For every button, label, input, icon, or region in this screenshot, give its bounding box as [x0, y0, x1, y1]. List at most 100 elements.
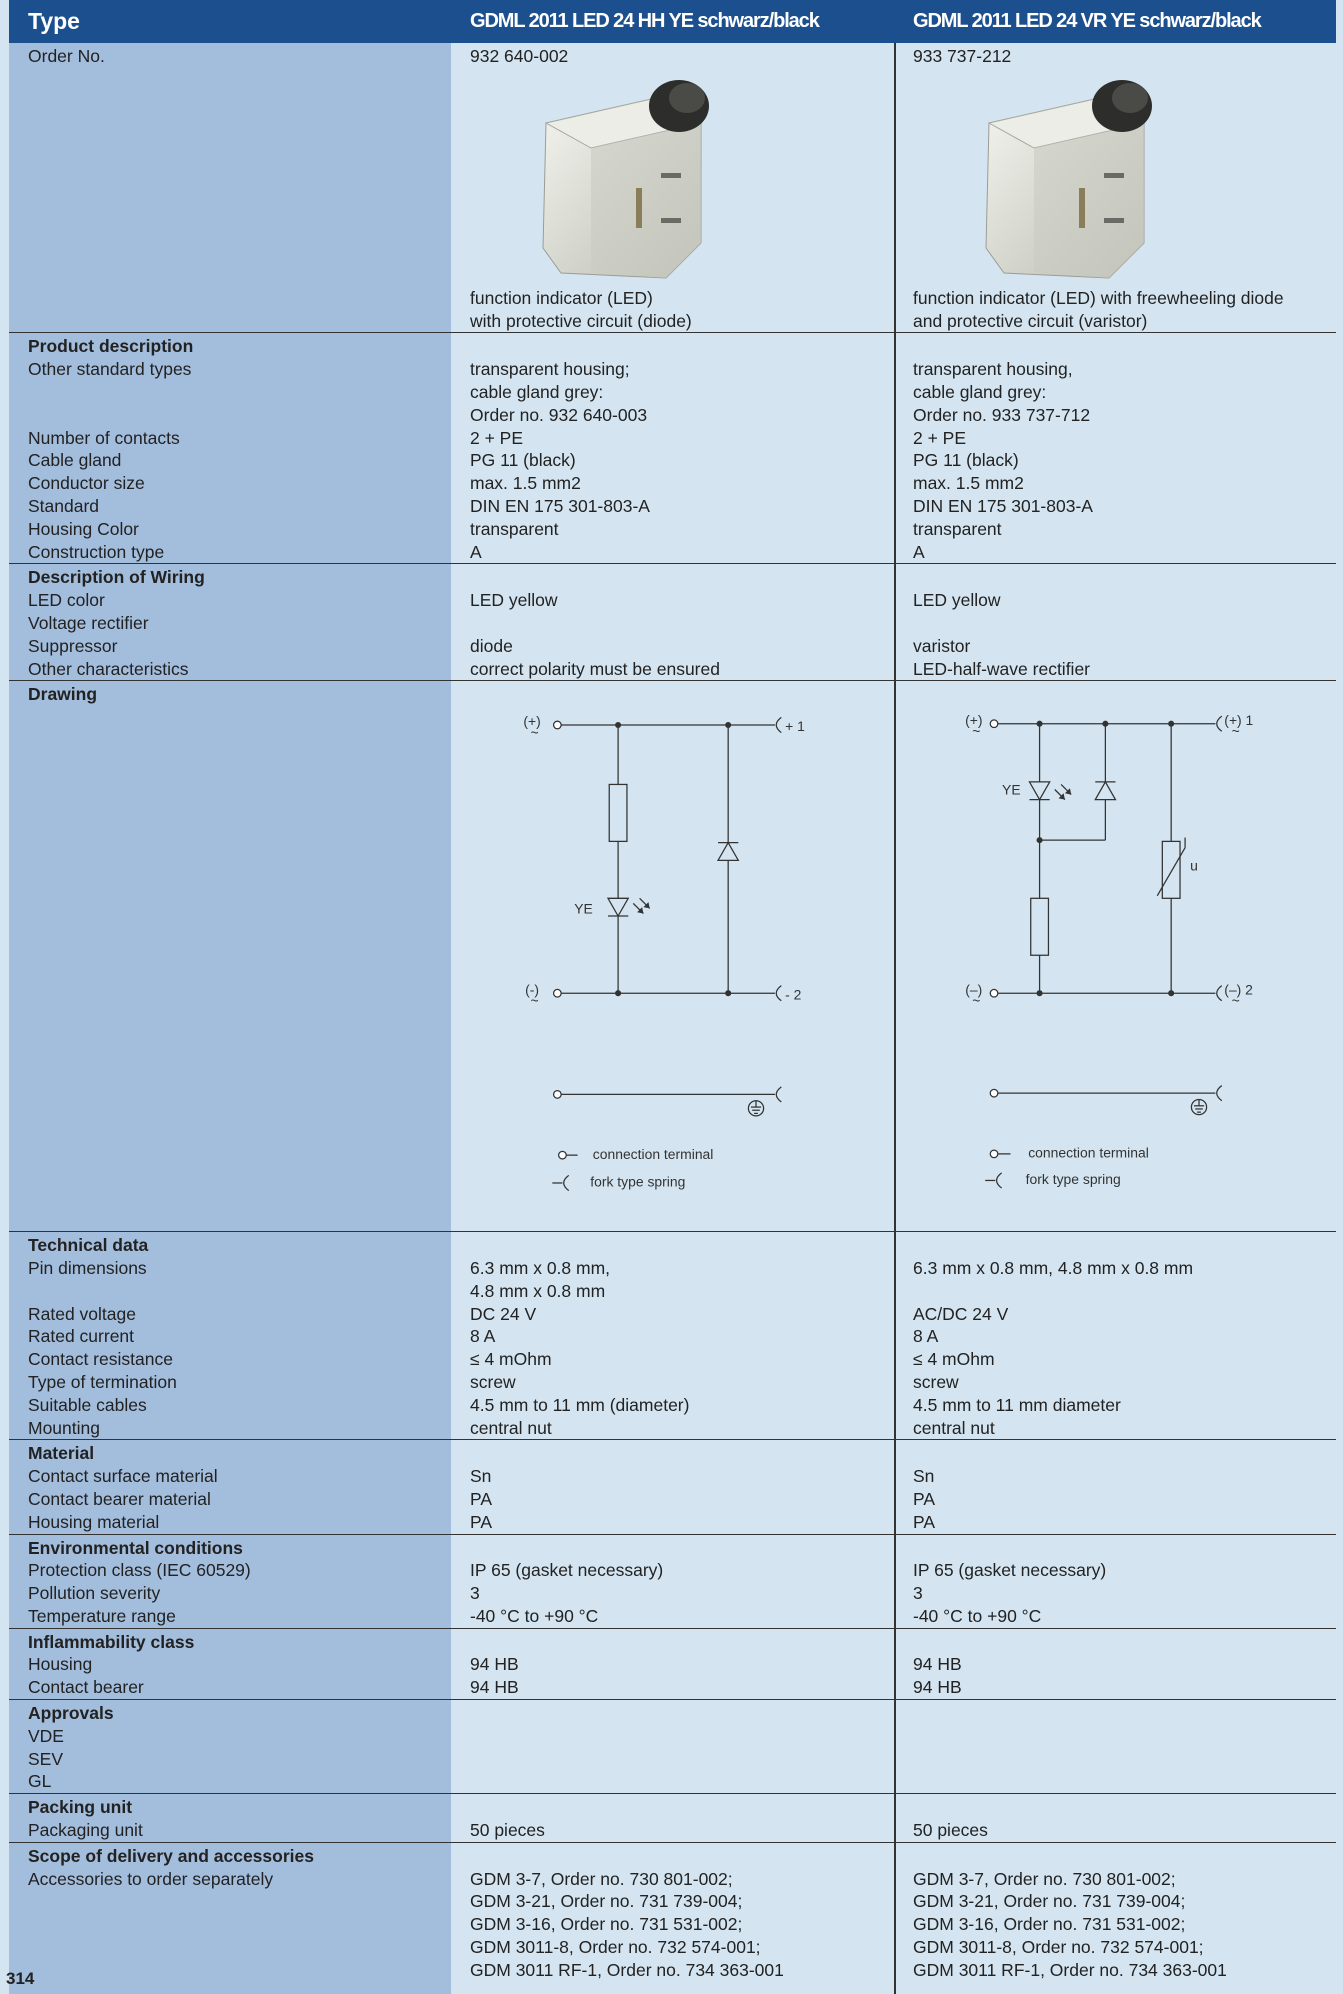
cell — [451, 1702, 894, 1725]
terminal — [552, 1090, 562, 1099]
varistor — [1161, 840, 1181, 900]
row-label: Contact surface material — [28, 1466, 218, 1487]
node — [1102, 720, 1109, 727]
value-line: GDM 3-7, Order no. 730 801-002; — [470, 1868, 733, 1889]
value-cell: LED-half-wave rectifier — [913, 658, 1090, 679]
cell — [894, 566, 1336, 589]
value-cell: max. 1.5 mm2 — [913, 473, 1024, 494]
cell — [894, 1537, 1336, 1560]
value-line: GDM 3011 RF-1, Order no. 734 363-001 — [913, 1959, 1227, 1980]
value-cell: PA — [913, 1488, 936, 1509]
value-cell: DIN EN 175 301-803-A — [913, 495, 1093, 516]
circuit-drawing: (+)~(+) 1~YEu(–)~(–) 2~connection termin… — [965, 712, 1254, 1189]
value-cell: 6.3 mm x 0.8 mm, 4.8 mm x 0.8 mm — [451, 1257, 894, 1303]
value-cell: AC/DC 24 V — [913, 1303, 1009, 1324]
value-cell: correct polarity must be ensured — [470, 658, 720, 679]
value-cell — [894, 1748, 1336, 1771]
value-cell: PG 11 (black) — [913, 450, 1019, 471]
value-line: Order no. 932 640-003 — [470, 404, 648, 425]
value-cell: transparent housing, cable gland grey: Ord… — [894, 358, 1336, 426]
value-cell: GDM 3-7, Order no. 730 801-002; GDM 3-21,… — [451, 1868, 894, 1982]
contact — [636, 187, 642, 228]
value-line: Order no. 933 737-712 — [913, 404, 1091, 425]
value-cell: diode — [470, 635, 513, 656]
cell — [894, 1234, 1336, 1257]
cell — [894, 1796, 1336, 1819]
value-cell — [451, 1748, 894, 1771]
led — [1028, 781, 1051, 802]
section-title: Scope of delivery and accessories — [28, 1845, 314, 1866]
drawing-label: (+) 1 — [1224, 712, 1253, 728]
fork-spring — [1216, 1085, 1223, 1102]
image-cell — [894, 68, 1336, 287]
row-label: Standard — [28, 495, 100, 516]
value-cell: screw — [913, 1371, 959, 1392]
section-title: Approvals — [28, 1703, 114, 1724]
contact — [1104, 217, 1124, 223]
value-cell: transparent housing; cable gland grey: Ord… — [451, 358, 894, 426]
value-cell: 94 HB — [470, 1677, 519, 1698]
row-label: Accessories to order separately — [28, 1868, 274, 1889]
row-label: Conductor size — [28, 473, 145, 494]
section-title: Inflammability class — [28, 1631, 195, 1652]
row-label: Cable gland — [28, 450, 122, 471]
drawing-label: (+) — [965, 712, 982, 728]
row-label: Temperature range — [28, 1605, 176, 1626]
diode — [716, 841, 740, 862]
node — [1168, 720, 1175, 727]
drawing-label: YE — [574, 901, 593, 917]
housing-face — [591, 122, 701, 278]
housing-face — [1034, 122, 1144, 278]
cell — [451, 335, 894, 358]
row-label: Housing Color — [28, 518, 139, 539]
terminal — [989, 1088, 999, 1098]
section: Inflammability class Housing 94 HB 94 HB Con… — [9, 1629, 1336, 1701]
cell — [894, 1631, 1336, 1654]
fork-spring — [1216, 985, 1223, 1002]
section: Environmental conditions Protection class… — [9, 1535, 1336, 1629]
drawing-cell: (+) ~ + 1 (-) ~ - 2 YE connection terminal fork … — [451, 706, 894, 1231]
value-cell: function indicator (LED) with freewheeli… — [894, 287, 1336, 333]
value-cell: 932 640-002 — [470, 46, 569, 66]
resistor — [608, 783, 628, 843]
row-label: Order No. — [28, 46, 105, 66]
cell — [451, 1845, 894, 1868]
row-label: GL — [28, 1771, 52, 1792]
header-cell: GDML 2011 LED 24 HH YE schwarz/black — [470, 10, 820, 32]
cell — [894, 683, 1336, 706]
value-cell — [451, 1725, 894, 1748]
drawing-label: (–) — [965, 981, 982, 997]
value-cell: 94 HB — [470, 1654, 519, 1675]
cell — [9, 706, 451, 1231]
row-label: Contact bearer material — [28, 1488, 211, 1509]
drawing-label: YE — [1002, 782, 1021, 798]
section-title: Description of Wiring — [28, 567, 205, 588]
value-cell: central nut — [913, 1417, 995, 1438]
node — [1168, 990, 1175, 997]
row-label: Suitable cables — [28, 1394, 147, 1415]
value-cell: IP 65 (gasket necessary) — [470, 1560, 664, 1581]
arrow-head — [1064, 788, 1072, 795]
value-cell: -40 °C to +90 °C — [913, 1605, 1042, 1626]
row-label: Number of contacts — [28, 427, 180, 448]
drawing-label: ~ — [972, 723, 980, 739]
section-title: Drawing — [28, 684, 98, 705]
cell — [451, 1796, 894, 1819]
value-cell: function indicator (LED) with protective … — [451, 287, 894, 333]
value-line: transparent housing; — [470, 359, 630, 380]
drawing-label: connection terminal — [1028, 1145, 1149, 1161]
value-cell — [451, 612, 894, 635]
drawing-label: (-) — [525, 981, 539, 997]
section: Packing unit Packaging unit 50 pieces 50 pi… — [9, 1794, 1336, 1843]
value-cell: LED yellow — [470, 590, 558, 611]
value-cell: screw — [470, 1371, 516, 1392]
header-bar: Type GDML 2011 LED 24 HH YE schwarz/black… — [9, 0, 1336, 43]
fork-spring — [775, 1086, 782, 1103]
value-cell — [451, 1770, 894, 1793]
row-label: Packaging unit — [28, 1820, 143, 1841]
row-label: Rated current — [28, 1326, 135, 1347]
arrow-head — [637, 907, 644, 914]
value-cell: DC 24 V — [470, 1303, 537, 1324]
contact — [661, 172, 681, 178]
terminal — [552, 988, 562, 998]
